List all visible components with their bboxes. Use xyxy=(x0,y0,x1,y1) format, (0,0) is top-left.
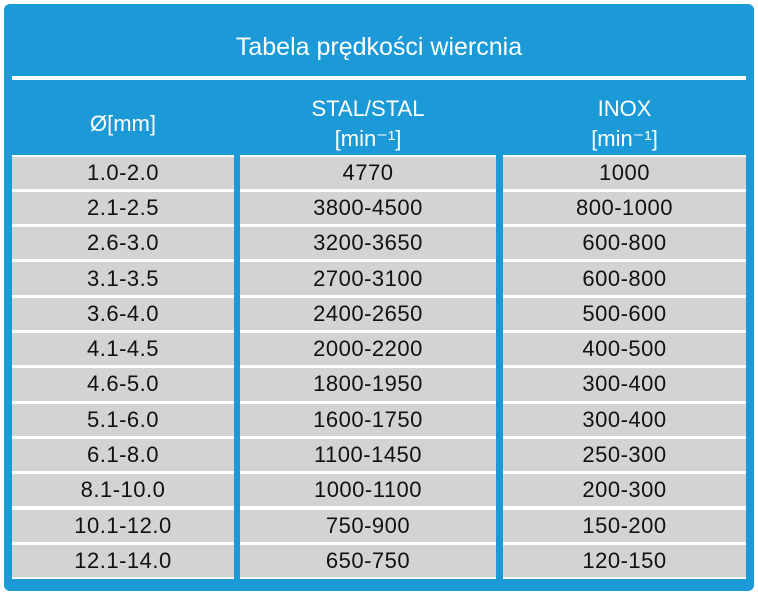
table-cell: 8.1-10.0 xyxy=(12,474,234,507)
table-cell: 150-200 xyxy=(503,509,746,542)
table-cell: 1000 xyxy=(503,156,746,189)
table-cell: 2000-2200 xyxy=(240,333,496,366)
table-cell: 2400-2650 xyxy=(240,297,496,330)
column-bg xyxy=(503,155,746,579)
table-cell: 2.6-3.0 xyxy=(12,227,234,260)
table-cell: 800-1000 xyxy=(503,191,746,225)
table-cell: 4770 xyxy=(240,156,496,189)
table-cell: 6.1-8.0 xyxy=(12,438,234,472)
table-title: Tabela prędkości wiercnia xyxy=(235,33,523,61)
table-cell: 1600-1750 xyxy=(240,403,496,436)
table-cell: 12.1-14.0 xyxy=(12,544,234,578)
table-cell: 300-400 xyxy=(503,368,746,401)
table-cell: 4.1-4.5 xyxy=(12,333,234,366)
table-frame: Tabela prędkości wiercnia Ø[mm] STAL/STAL… xyxy=(4,4,754,591)
table-cell: 600-800 xyxy=(503,227,746,260)
table-cell: 3.1-3.5 xyxy=(12,262,234,295)
table-cell: 120-150 xyxy=(503,544,746,578)
table-cell: 10.1-12.0 xyxy=(12,509,234,542)
column-header: [min⁻¹] xyxy=(591,126,658,151)
column-bg xyxy=(12,155,234,579)
table-cell: 3800-4500 xyxy=(240,191,496,225)
column-header: Ø[mm] xyxy=(90,111,156,136)
column-bg xyxy=(240,155,496,579)
table-cell: 750-900 xyxy=(240,509,496,542)
table-cell: 4.6-5.0 xyxy=(12,368,234,401)
table-cell: 400-500 xyxy=(503,333,746,366)
table-cell: 1100-1450 xyxy=(240,438,496,472)
table-cell: 5.1-6.0 xyxy=(12,403,234,436)
table-cell: 600-800 xyxy=(503,262,746,295)
table-cell: 1000-1100 xyxy=(240,474,496,507)
table-cell: 2.1-2.5 xyxy=(12,191,234,225)
column-header: [min⁻¹] xyxy=(334,126,402,151)
table-cell: 250-300 xyxy=(503,438,746,472)
table-cell: 500-600 xyxy=(503,297,746,330)
table-cell: 3200-3650 xyxy=(240,227,496,260)
column-header: INOX xyxy=(597,96,652,121)
table-cell: 200-300 xyxy=(503,474,746,507)
column-header: STAL/STAL xyxy=(311,96,425,121)
table-cell: 650-750 xyxy=(240,544,496,578)
table-cell: 300-400 xyxy=(503,403,746,436)
table-cell: 1800-1950 xyxy=(240,368,496,401)
title-rule xyxy=(12,76,746,80)
table-cell: 1.0-2.0 xyxy=(12,156,234,189)
table-cell: 2700-3100 xyxy=(240,262,496,295)
table-cell: 3.6-4.0 xyxy=(12,297,234,330)
